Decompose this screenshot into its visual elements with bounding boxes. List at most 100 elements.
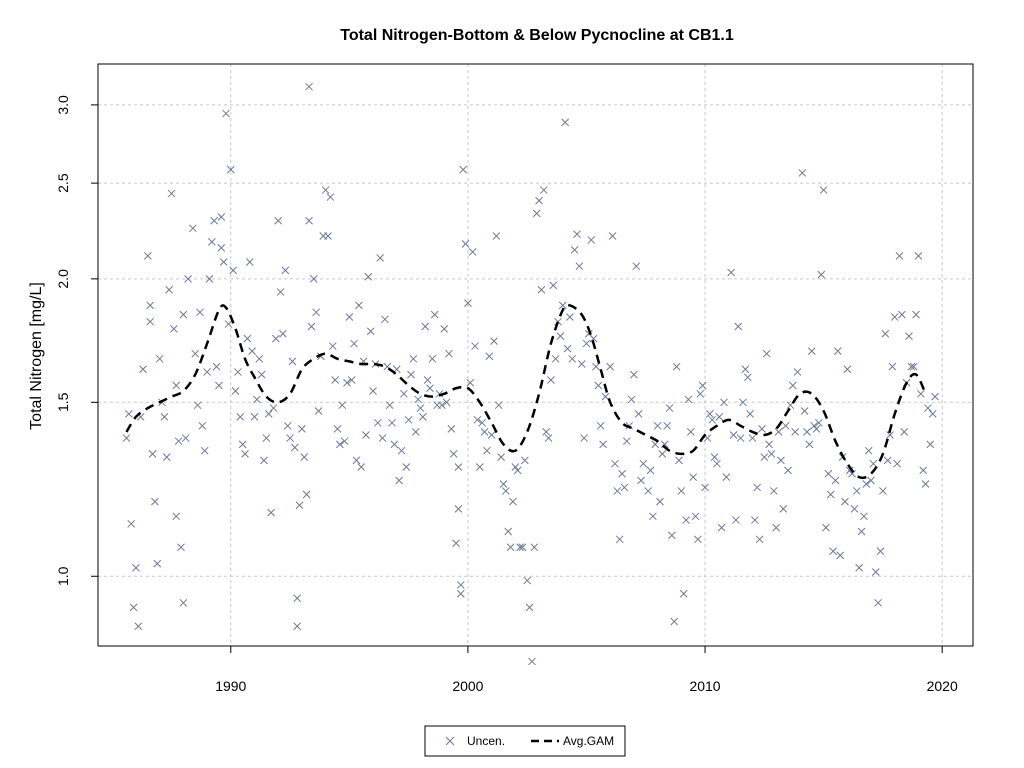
data-point <box>475 463 484 471</box>
data-point <box>497 453 505 462</box>
data-point <box>850 505 859 513</box>
data-point <box>345 313 354 321</box>
data-point <box>381 315 389 324</box>
data-point <box>558 301 567 310</box>
data-point <box>667 531 676 540</box>
data-point <box>366 327 375 336</box>
data-point <box>890 313 899 321</box>
data-point-stroke <box>328 342 337 350</box>
data-point <box>181 434 190 442</box>
data-point <box>390 440 399 449</box>
data-point <box>551 354 560 363</box>
data-point-stroke <box>639 459 648 468</box>
data-point <box>421 322 430 331</box>
data-point <box>139 365 147 374</box>
data-point-stroke <box>430 310 439 319</box>
data-point-stroke <box>682 516 690 524</box>
data-point-stroke <box>245 258 254 266</box>
data-point-stroke <box>630 370 638 379</box>
data-point <box>715 412 724 421</box>
data-point <box>561 118 569 127</box>
data-point <box>276 288 285 296</box>
data-point <box>566 313 574 321</box>
data-point-stroke <box>684 395 693 404</box>
data-point-stroke <box>321 186 330 194</box>
data-point-stroke <box>146 317 155 326</box>
data-point <box>710 453 719 462</box>
data-point-stroke <box>238 440 247 449</box>
data-point <box>686 428 695 436</box>
data-point <box>919 466 928 475</box>
data-point-stroke <box>841 497 849 506</box>
data-point-stroke <box>170 325 178 333</box>
data-point <box>563 344 572 353</box>
data-point-stroke <box>561 118 569 127</box>
data-point <box>841 497 849 506</box>
data-point-stroke <box>378 434 387 442</box>
data-point <box>343 378 351 387</box>
legend-box <box>424 725 626 757</box>
data-point <box>165 285 173 294</box>
data-point <box>428 354 437 363</box>
data-point <box>499 480 508 488</box>
data-point <box>575 262 584 271</box>
data-point <box>767 450 776 458</box>
data-point-stroke <box>153 559 162 568</box>
data-point <box>207 238 216 246</box>
data-point <box>701 483 709 492</box>
data-point-stroke <box>464 299 472 307</box>
data-point-stroke <box>819 186 828 194</box>
data-point-stroke <box>734 322 743 331</box>
data-point <box>485 352 494 361</box>
data-point <box>727 268 735 277</box>
data-point-stroke <box>544 434 553 442</box>
data-point <box>589 334 598 343</box>
y-axis-label: Total Nitrogen [mg/L] <box>28 282 45 430</box>
data-point-stroke <box>302 490 311 499</box>
data-point <box>627 395 636 404</box>
data-point-stroke <box>926 440 935 449</box>
data-point-stroke <box>537 285 546 294</box>
data-point-stroke <box>658 450 667 458</box>
data-point-stroke <box>234 368 242 376</box>
data-point-stroke <box>456 581 465 589</box>
data-point <box>881 329 890 338</box>
data-point-stroke <box>748 434 757 442</box>
data-point-stroke <box>283 421 292 430</box>
data-point-stroke <box>148 450 157 458</box>
data-point-stroke <box>407 370 415 379</box>
data-point <box>805 440 814 449</box>
data-point <box>300 453 309 462</box>
data-point <box>271 334 280 343</box>
data-point-stroke <box>132 563 140 572</box>
data-point-stroke <box>663 421 671 430</box>
data-point-stroke <box>326 193 335 201</box>
data-point <box>608 232 617 240</box>
data-point-stroke <box>921 480 930 488</box>
data-point <box>750 516 759 524</box>
data-point <box>677 487 686 495</box>
data-point <box>639 459 648 468</box>
data-point <box>134 622 143 631</box>
data-point-stroke <box>127 519 136 528</box>
data-point-stroke <box>210 216 219 225</box>
data-point <box>471 342 479 350</box>
data-point <box>264 410 273 418</box>
data-point-stroke <box>300 453 309 462</box>
data-point <box>556 332 565 341</box>
data-point-stroke <box>753 483 762 492</box>
data-point <box>916 389 925 398</box>
data-point <box>132 563 140 572</box>
data-point-stroke <box>203 368 211 376</box>
data-point-stroke <box>833 347 842 355</box>
data-point-stroke <box>416 404 425 412</box>
data-point <box>151 497 159 506</box>
data-point-stroke <box>352 456 361 465</box>
data-point-stroke <box>594 381 603 390</box>
data-point-stroke <box>184 275 192 283</box>
data-point <box>423 376 432 384</box>
data-point <box>483 446 491 455</box>
data-point <box>592 362 600 371</box>
x-axis: 1990 2000 2010 2020 <box>215 646 958 694</box>
data-point-stroke <box>354 301 363 310</box>
